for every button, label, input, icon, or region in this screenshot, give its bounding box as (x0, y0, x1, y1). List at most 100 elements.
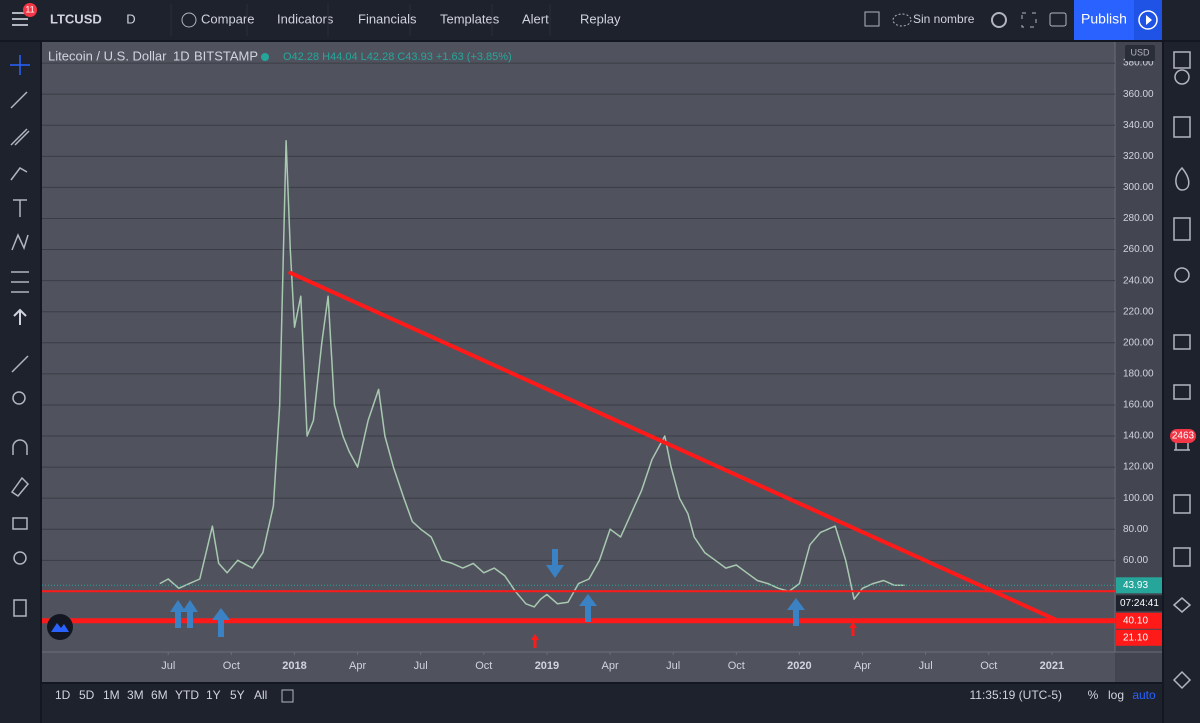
range-button[interactable]: 1D (55, 688, 71, 702)
auto-toggle[interactable]: auto (1132, 688, 1156, 702)
x-tick-label: 2019 (535, 660, 559, 672)
range-button[interactable]: 5D (79, 688, 95, 702)
toolbar-button[interactable]: Indicators (277, 11, 334, 26)
settings-icon[interactable] (991, 12, 1007, 28)
logo-mark (51, 623, 69, 632)
legend-exchange: BITSTAMP (194, 48, 258, 63)
range-button[interactable]: YTD (175, 688, 199, 702)
range-button[interactable]: 3M (127, 688, 144, 702)
y-tick-label: 140.00 (1123, 431, 1154, 442)
currency: USD (1130, 47, 1150, 57)
compare-icon (181, 12, 197, 28)
toolbar-button[interactable]: Alert (522, 11, 549, 26)
last-price-label: 43.93 (1123, 580, 1148, 591)
countdown-label: 07:24:41 (1120, 598, 1159, 609)
badge-count: 11 (25, 4, 34, 14)
y-tick-label: 100.00 (1123, 493, 1154, 504)
y-tick-label: 200.00 (1123, 337, 1154, 348)
x-tick-label: 2020 (787, 660, 811, 672)
legend-ohlc: O42.28 H44.04 L42.28 C43.93 +1.63 (+3.85… (283, 51, 512, 63)
log-toggle[interactable]: log (1108, 688, 1124, 702)
x-tick-label: Oct (980, 660, 997, 672)
date-range-icon[interactable] (281, 689, 294, 703)
price-axis (1115, 42, 1162, 682)
percent-toggle[interactable]: % (1088, 688, 1099, 702)
toolbar-button[interactable]: Compare (201, 11, 254, 26)
level-tag (1116, 629, 1162, 646)
symbol[interactable]: LTCUSD (50, 11, 102, 26)
fullscreen-icon[interactable] (1021, 12, 1037, 28)
play-triangle (1146, 15, 1152, 25)
currency-box (1125, 45, 1155, 61)
y-tick-label: 220.00 (1123, 306, 1154, 317)
x-tick-label: Jul (414, 660, 428, 672)
x-tick-label: Oct (475, 660, 492, 672)
last-price-tag (1116, 577, 1162, 594)
y-tick-label: 300.00 (1123, 182, 1154, 193)
y-tick-label: 240.00 (1123, 275, 1154, 286)
bottom-toolbar (42, 684, 1162, 723)
legend-interval: 1D (173, 48, 190, 63)
range-button[interactable]: 6M (151, 688, 168, 702)
top-toolbar (0, 0, 1200, 40)
level-label: 40.10 (1123, 615, 1148, 626)
interval[interactable]: D (126, 11, 135, 26)
y-tick-label: 320.00 (1123, 151, 1154, 162)
y-tick-label: 80.00 (1123, 524, 1148, 535)
badge (23, 3, 37, 17)
trend-line (288, 270, 1061, 623)
clock: 11:35:19 (UTC-5) (970, 688, 1062, 702)
layout-name[interactable]: Sin nombre (913, 12, 975, 26)
cloud-icon (892, 13, 912, 27)
range-button[interactable]: 5Y (230, 688, 245, 702)
x-tick-label: Jul (919, 660, 933, 672)
small-arrows (531, 622, 857, 648)
range-button[interactable]: 1M (103, 688, 120, 702)
snapshot-icon[interactable] (1049, 12, 1067, 27)
y-tick-label: 360.00 (1123, 89, 1154, 100)
sidebar-badge (1170, 429, 1196, 443)
level-tag (1116, 612, 1162, 629)
select-icon[interactable] (864, 11, 880, 27)
x-tick-label: Jul (161, 660, 175, 672)
sidebar-badge-count: 2463 (1172, 431, 1195, 442)
x-tick-label: Apr (854, 660, 871, 672)
x-tick-label: Jul (666, 660, 680, 672)
y-tick-label: 180.00 (1123, 369, 1154, 380)
y-tick-label: 340.00 (1123, 120, 1154, 131)
legend-title: Litecoin / U.S. Dollar (48, 48, 167, 63)
publish-label[interactable]: Publish (1081, 11, 1127, 27)
x-tick-label: 2018 (282, 660, 306, 672)
y-tick-label: 60.00 (1123, 555, 1148, 566)
x-tick-label: 2021 (1040, 660, 1064, 672)
range-button[interactable]: 1Y (206, 688, 221, 702)
x-tick-label: Oct (223, 660, 240, 672)
down-arrow (546, 549, 564, 578)
toolbar-button[interactable]: Templates (440, 11, 500, 26)
chart-pane (42, 42, 1162, 682)
range-button[interactable]: All (254, 688, 267, 702)
y-tick-label: 380.00 (1123, 58, 1154, 69)
x-tick-label: Apr (349, 660, 366, 672)
y-tick-label: 260.00 (1123, 244, 1154, 255)
countdown-tag (1116, 595, 1162, 612)
left-toolbar (0, 42, 40, 723)
x-tick-label: Oct (728, 660, 745, 672)
market-status (261, 53, 269, 61)
toolbar-button[interactable]: Replay (580, 11, 621, 26)
drawing-tools[interactable] (10, 55, 30, 617)
price-line (159, 140, 905, 608)
right-sidebar (1164, 42, 1200, 723)
toolbar-button[interactable]: Financials (358, 11, 417, 26)
up-arrows (170, 594, 805, 637)
y-tick-label: 280.00 (1123, 213, 1154, 224)
y-tick-label: 120.00 (1123, 462, 1154, 473)
menu-button[interactable] (12, 12, 28, 26)
sidebar-icons[interactable] (1172, 51, 1192, 690)
x-tick-label: Apr (601, 660, 618, 672)
publish-button[interactable] (1074, 0, 1134, 40)
level-label: 21.10 (1123, 632, 1148, 643)
play-icon (1138, 10, 1158, 30)
